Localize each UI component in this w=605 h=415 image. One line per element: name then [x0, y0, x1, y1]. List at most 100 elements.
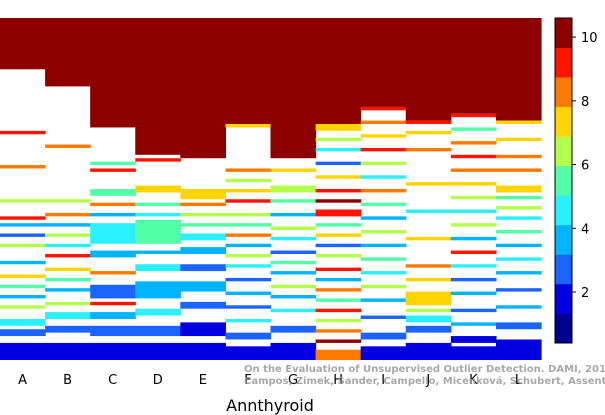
- colorbar-segment-4: [555, 195, 572, 226]
- heatmap-cell-F-1: [225, 124, 272, 128]
- heatmap-cell-F-0: [225, 18, 272, 125]
- heatmap-cell-H-4: [315, 161, 362, 166]
- heatmap-cell-I-10: [360, 230, 407, 234]
- heatmap-cell-H-16: [315, 298, 362, 302]
- heatmap-cell-C-13: [90, 342, 136, 360]
- heatmap-cell-E-10: [180, 322, 227, 337]
- heatmap-cell-K-6: [450, 182, 497, 186]
- heatmap-cell-L-5: [495, 185, 542, 193]
- heatmap-cell-J-6: [405, 236, 452, 241]
- heatmap-cell-L-13: [495, 288, 542, 292]
- heatmap-cell-F-15: [225, 318, 272, 323]
- heatmap-cell-G-11: [270, 295, 317, 299]
- heatmap-cell-A-5: [0, 223, 46, 227]
- heatmap-cell-J-5: [405, 209, 452, 213]
- heatmap-cell-F-3: [225, 178, 272, 183]
- x-tick-label-J: J: [425, 373, 430, 388]
- heatmap-cell-J-10: [405, 308, 452, 313]
- heatmap-cell-H-1: [315, 124, 362, 131]
- heatmap-cell-K-13: [450, 277, 497, 282]
- heatmap-cell-D-9: [135, 308, 181, 316]
- heatmap-cell-H-11: [315, 243, 362, 248]
- heatmap-cell-E-8: [180, 281, 227, 292]
- heatmap-cell-F-2: [225, 168, 272, 172]
- x-tick-label-H: H: [333, 373, 343, 388]
- heatmap-cell-E-7: [180, 264, 227, 272]
- heatmap-cell-A-4: [0, 216, 46, 220]
- heatmap-cell-F-14: [225, 305, 272, 309]
- heatmap-cell-K-2: [450, 127, 497, 131]
- heatmap-cell-K-17: [450, 336, 497, 343]
- heatmap-cell-I-0: [360, 18, 407, 107]
- heatmap-cell-H-17: [315, 308, 362, 313]
- x-tick-label-K: K: [469, 373, 478, 388]
- heatmap-cell-A-13: [0, 318, 46, 326]
- heatmap-cell-C-9: [90, 284, 136, 299]
- x-tick-label-C: C: [108, 373, 117, 388]
- heatmap-cell-H-5: [315, 175, 362, 179]
- heatmap-cell-F-12: [225, 277, 272, 282]
- x-tick-label-E: E: [199, 373, 207, 388]
- heatmap-cell-K-8: [450, 209, 497, 213]
- colorbar-segment-0: [555, 313, 572, 344]
- heatmap-cell-L-6: [495, 195, 542, 200]
- heatmap-cell-A-10: [0, 284, 46, 289]
- heatmap-cell-C-12: [90, 325, 136, 337]
- heatmap-cell-H-9: [315, 223, 362, 227]
- heatmap-cell-J-3: [405, 147, 452, 152]
- x-tick-label-L: L: [515, 373, 523, 388]
- heatmap-cell-E-0: [180, 18, 227, 159]
- heatmap-cell-F-7: [225, 223, 272, 227]
- heatmap-cell-G-4: [270, 212, 317, 217]
- heatmap-cell-I-16: [360, 315, 407, 319]
- heatmap-cell-C-10: [90, 301, 136, 306]
- heatmap-cell-B-1: [45, 144, 91, 148]
- heatmap-cell-D-6: [135, 250, 181, 254]
- heatmap-cell-G-5: [270, 226, 317, 231]
- heatmap-cell-B-3: [45, 212, 91, 217]
- heatmap-cell-B-4: [45, 223, 91, 227]
- heatmap-cell-D-0: [135, 18, 181, 155]
- heatmap-cell-C-2: [90, 168, 136, 172]
- heatmap-cell-J-9: [405, 291, 452, 306]
- heatmap-cell-L-10: [495, 243, 542, 248]
- x-tick-label-I: I: [381, 373, 385, 388]
- heatmap-cell-C-5: [90, 212, 136, 217]
- heatmap-cell-B-2: [45, 199, 91, 203]
- colorbar-segment-7: [555, 106, 572, 137]
- heatmap-cell-K-18: [450, 346, 497, 360]
- heatmap-cell-I-5: [360, 161, 407, 166]
- heatmap-cell-D-2: [135, 185, 181, 193]
- colorbar-tick-label-6: 6: [581, 159, 589, 174]
- colorbar-tick-label-10: 10: [581, 31, 598, 46]
- heatmap-cell-F-9: [225, 243, 272, 248]
- heatmap-cell-A-8: [0, 260, 46, 265]
- heatmap-cell-H-14: [315, 277, 362, 282]
- colorbar-tick-labels: 2 4 6 8 10: [572, 31, 598, 301]
- colorbar-segment-10: [555, 18, 572, 48]
- heatmap-cell-L-8: [495, 216, 542, 220]
- heatmap-cell-E-2: [180, 202, 227, 207]
- heatmap-cell-A-15: [0, 342, 46, 360]
- heatmap-cell-B-0: [45, 18, 91, 87]
- heatmap-cell-H-7: [315, 199, 362, 203]
- heatmap-cell-H-6: [315, 189, 362, 193]
- heatmap-cell-F-17: [225, 346, 272, 360]
- heatmap-cell-K-10: [450, 236, 497, 241]
- heatmap-cell-I-12: [360, 257, 407, 261]
- heatmap-cell-H-2: [315, 137, 362, 142]
- heatmap-cell-I-7: [360, 189, 407, 193]
- heatmap-cell-H-15: [315, 288, 362, 292]
- heatmap-cell-G-1: [270, 168, 317, 172]
- heatmap-cell-E-1: [180, 189, 227, 200]
- heatmap-cell-I-15: [360, 298, 407, 302]
- heatmap-cell-D-3: [135, 202, 181, 207]
- heatmap-cell-K-9: [450, 223, 497, 227]
- heatmap-cell-C-3: [90, 189, 136, 196]
- heatmap-cell-A-1: [0, 130, 46, 135]
- heatmap-cell-H-13: [315, 267, 362, 272]
- heatmap-cell-G-3: [270, 199, 317, 203]
- colorbar-tick-label-4: 4: [581, 222, 589, 237]
- heatmap-cell-B-10: [45, 288, 91, 292]
- heatmap-cell-D-8: [135, 281, 181, 299]
